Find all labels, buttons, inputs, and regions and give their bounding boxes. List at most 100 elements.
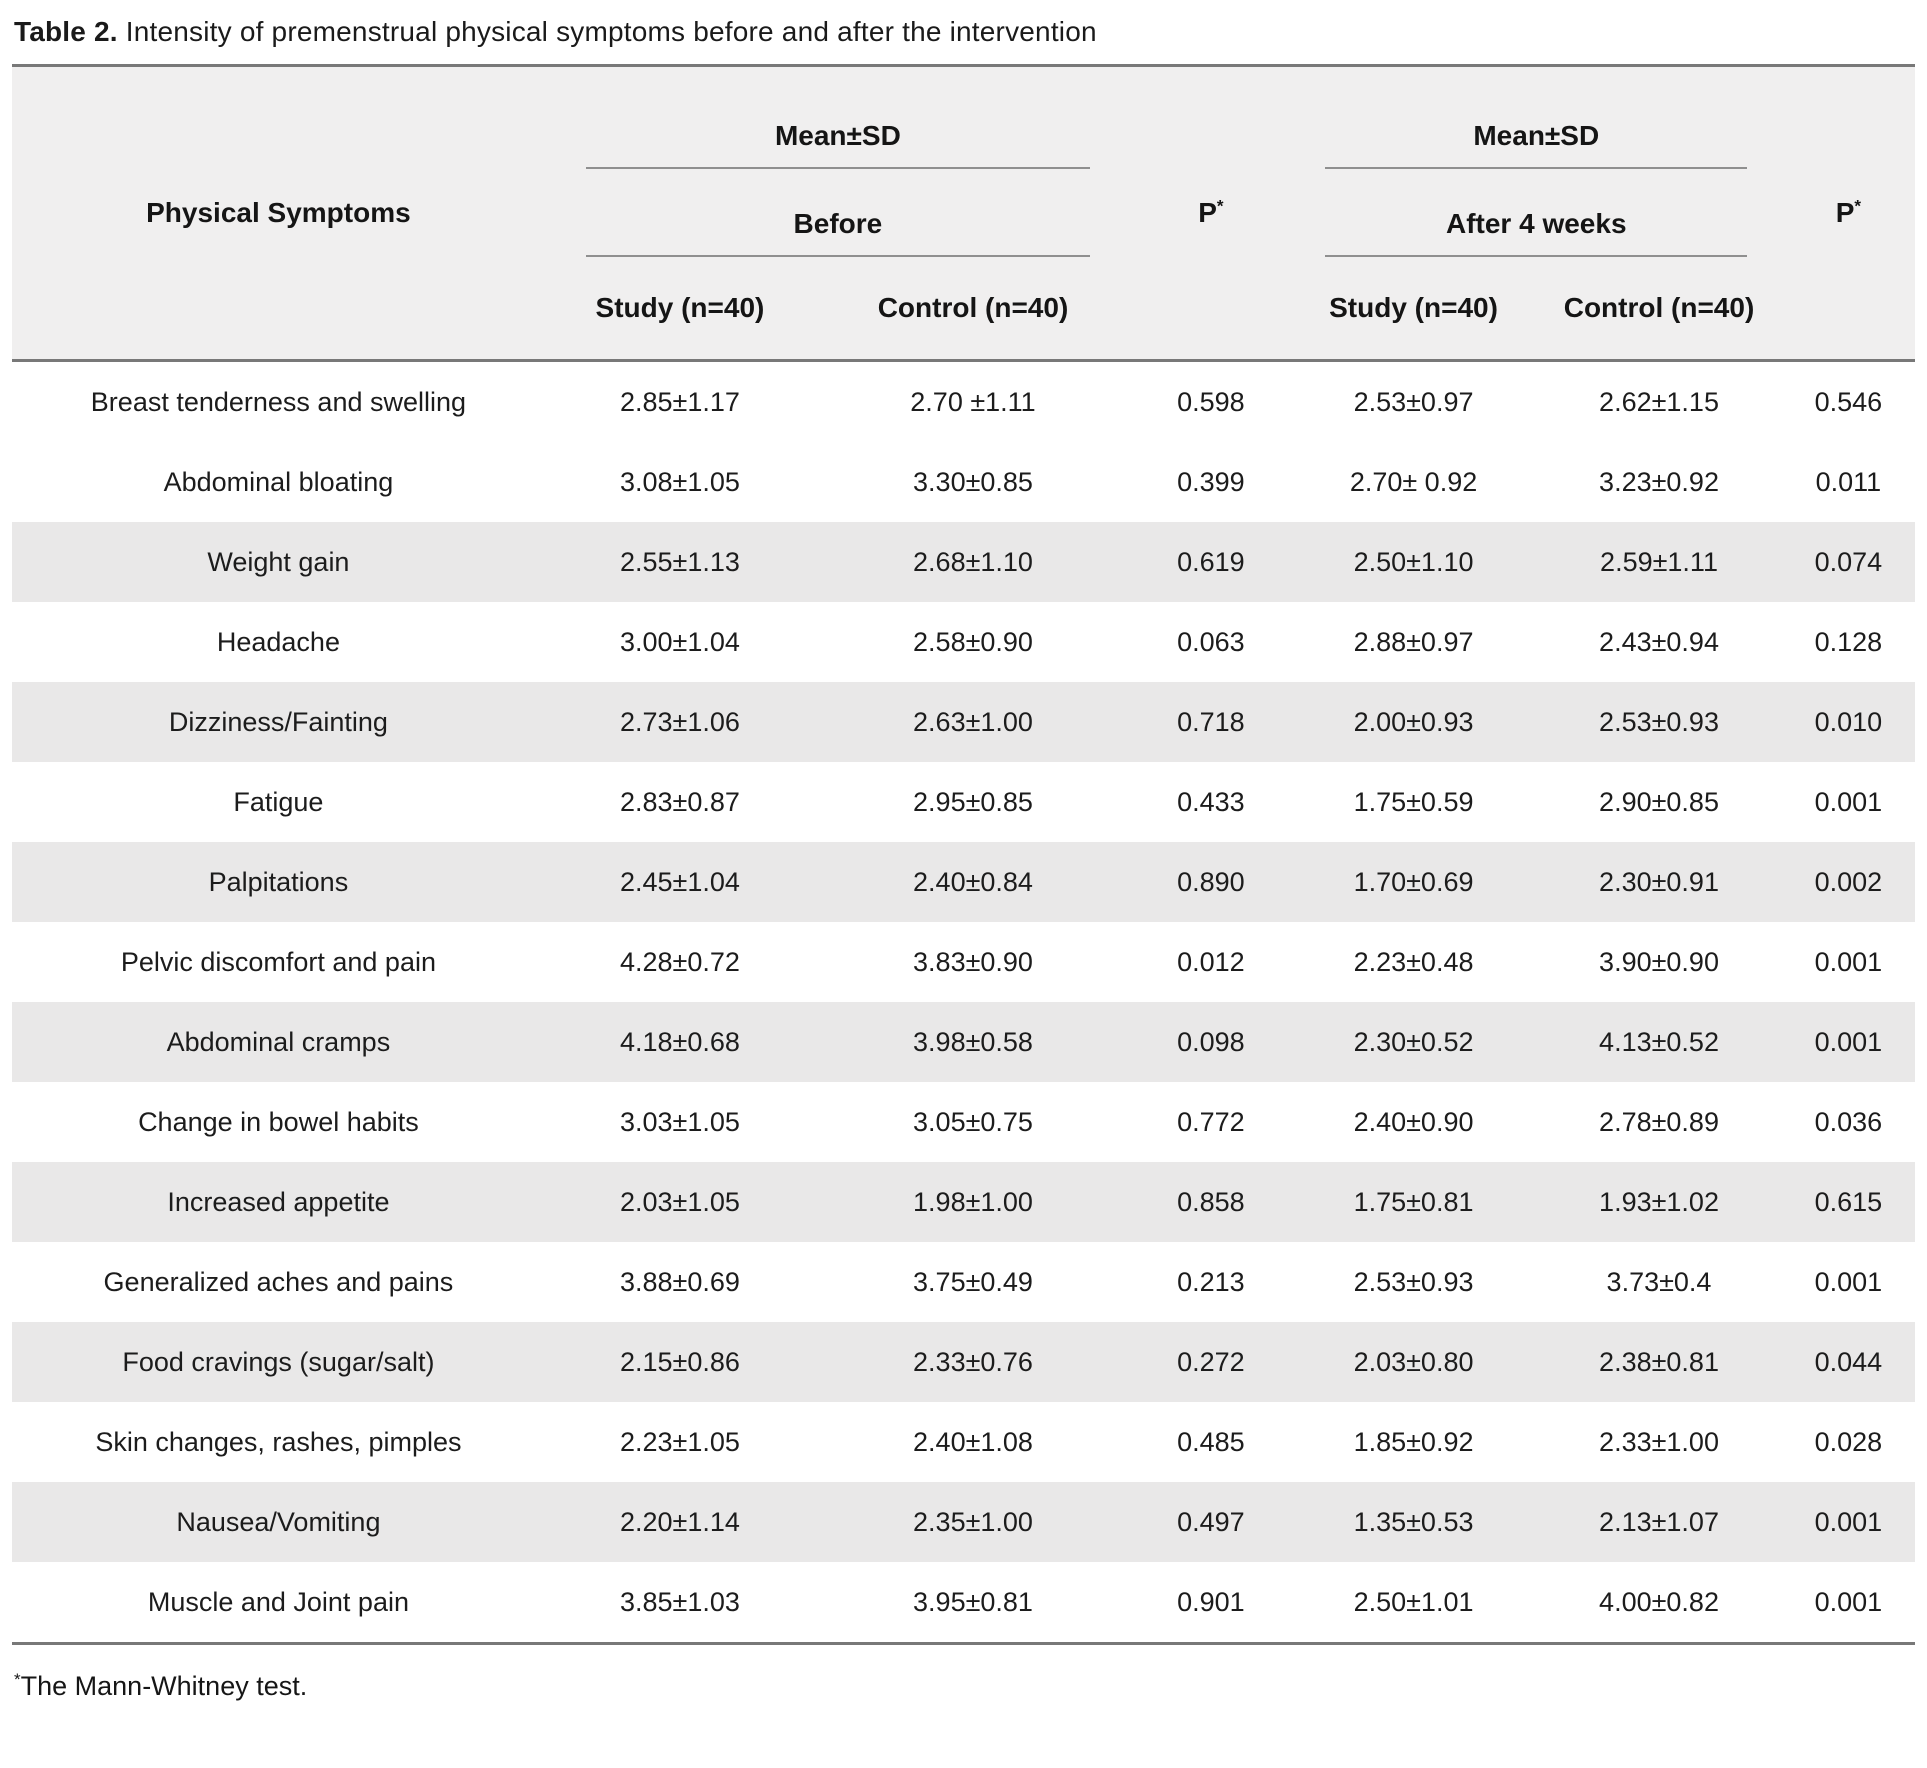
after-control-cell: 2.30±0.91 [1599, 866, 1719, 897]
before-control-cell: 2.35±1.00 [913, 1506, 1033, 1537]
table-row: Muscle and Joint pain 3.85±1.03 3.95±0.8… [12, 1562, 1915, 1644]
before-study-cell: 4.28±0.72 [619, 946, 740, 977]
header-before-study: Study (n=40) [544, 257, 816, 362]
before-study-cell: 3.00±1.04 [619, 626, 740, 657]
p-before-cell: 0.497 [1177, 1506, 1245, 1537]
p-after-cell: 0.028 [1814, 1426, 1883, 1457]
after-study-cell: 2.23±0.48 [1353, 946, 1474, 977]
after-control-cell: 3.23±0.92 [1599, 466, 1719, 497]
symptom-cell: Pelvic discomfort and pain [120, 946, 436, 977]
before-label: Before [585, 208, 1090, 257]
after-study-cell: 1.35±0.53 [1353, 1506, 1474, 1537]
table-row: Change in bowel habits 3.03±1.05 3.05±0.… [12, 1082, 1915, 1162]
after-control-cell: 3.73±0.4 [1606, 1266, 1712, 1297]
after-study-cell: 2.00±0.93 [1353, 706, 1474, 737]
meansd-after-label: Mean±SD [1325, 120, 1748, 169]
p-after-cell: 0.001 [1814, 1586, 1883, 1617]
table-row: Pelvic discomfort and pain 4.28±0.72 3.8… [12, 922, 1915, 1002]
table-body: Breast tenderness and swelling 2.85±1.17… [12, 360, 1915, 1644]
symptom-cell: Fatigue [233, 786, 324, 817]
page: Table 2. Intensity of premenstrual physi… [12, 0, 1915, 1701]
before-study-cell: 2.45±1.04 [619, 866, 740, 897]
table-row: Food cravings (sugar/salt) 2.15±0.86 2.3… [12, 1322, 1915, 1402]
table-row: Nausea/Vomiting 2.20±1.14 2.35±1.00 0.49… [12, 1482, 1915, 1562]
symptoms-table: Physical Symptoms Mean±SD P* Mean±SD P* … [12, 64, 1915, 1645]
p-before-cell: 0.098 [1177, 1026, 1245, 1057]
symptom-cell: Weight gain [207, 546, 350, 577]
table-caption: Table 2. Intensity of premenstrual physi… [12, 0, 1915, 50]
p-before-cell: 0.890 [1177, 866, 1245, 897]
p-before-cell: 0.772 [1177, 1106, 1245, 1137]
p-after-cell: 0.010 [1814, 706, 1883, 737]
table-caption-text: Intensity of premenstrual physical sympt… [117, 16, 1097, 47]
symptom-cell: Palpitations [208, 866, 349, 897]
table-header: Physical Symptoms Mean±SD P* Mean±SD P* … [12, 65, 1915, 362]
p-after-cell: 0.036 [1814, 1106, 1883, 1137]
after-study-cell: 2.50±1.10 [1353, 546, 1474, 577]
before-control-cell: 2.68±1.10 [913, 546, 1033, 577]
p-after-cell: 0.002 [1814, 866, 1883, 897]
header-before-control: Control (n=40) [815, 257, 1131, 362]
p-before-cell: 0.858 [1177, 1186, 1245, 1217]
before-control-cell: 3.95±0.81 [913, 1586, 1033, 1617]
symptom-cell: Breast tenderness and swelling [90, 386, 467, 417]
before-study-cell: 2.15±0.86 [619, 1346, 740, 1377]
table-row: Dizziness/Fainting 2.73±1.06 2.63±1.00 0… [12, 682, 1915, 762]
p-before-cell: 0.399 [1177, 466, 1245, 497]
symptom-cell: Skin changes, rashes, pimples [95, 1426, 462, 1457]
before-study-cell: 2.55±1.13 [619, 546, 740, 577]
after-study-cell: 1.75±0.59 [1353, 786, 1474, 817]
before-study-cell: 2.23±1.05 [619, 1426, 740, 1457]
p-before-asterisk: * [1216, 196, 1224, 216]
p-before-cell: 0.012 [1177, 946, 1245, 977]
after-control-cell: 4.00±0.82 [1599, 1586, 1719, 1617]
after-study-cell: 2.70± 0.92 [1349, 466, 1478, 497]
footnote-asterisk: * [14, 1670, 21, 1689]
p-after-label: P [1835, 197, 1855, 228]
p-after-cell: 0.001 [1814, 1026, 1883, 1057]
after-study-cell: 1.70±0.69 [1353, 866, 1474, 897]
before-control-cell: 2.33±0.76 [913, 1346, 1033, 1377]
p-before-cell: 0.718 [1177, 706, 1245, 737]
header-p-before: P* [1130, 65, 1291, 362]
p-after-cell: 0.001 [1814, 786, 1883, 817]
p-after-cell: 0.128 [1814, 626, 1883, 657]
after-study-cell: 2.03±0.80 [1353, 1346, 1474, 1377]
symptom-cell: Generalized aches and pains [103, 1266, 454, 1297]
symptom-cell: Abdominal bloating [163, 466, 394, 497]
table-row: Headache 3.00±1.04 2.58±0.90 0.063 2.88±… [12, 602, 1915, 682]
before-control-cell: 3.98±0.58 [913, 1026, 1033, 1057]
before-study-cell: 3.88±0.69 [619, 1266, 740, 1297]
symptom-cell: Muscle and Joint pain [147, 1586, 409, 1617]
symptom-cell: Nausea/Vomiting [176, 1506, 381, 1537]
after-label: After 4 weeks [1325, 208, 1748, 257]
before-study-cell: 2.83±0.87 [619, 786, 740, 817]
p-after-cell: 0.044 [1814, 1346, 1883, 1377]
before-study-cell: 2.73±1.06 [619, 706, 740, 737]
p-before-cell: 0.063 [1177, 626, 1245, 657]
symptom-cell: Food cravings (sugar/salt) [122, 1346, 435, 1377]
after-control-cell: 2.59±1.11 [1600, 546, 1718, 577]
table-row: Weight gain 2.55±1.13 2.68±1.10 0.619 2.… [12, 522, 1915, 602]
p-before-label: P [1198, 197, 1217, 228]
table-row: Breast tenderness and swelling 2.85±1.17… [12, 360, 1915, 442]
before-control-cell: 2.40±1.08 [913, 1426, 1033, 1457]
after-control-cell: 4.13±0.52 [1599, 1026, 1719, 1057]
before-study-cell: 2.20±1.14 [619, 1506, 740, 1537]
after-control-cell: 1.93±1.02 [1599, 1186, 1719, 1217]
after-control-cell: 2.38±0.81 [1599, 1346, 1719, 1377]
before-control-cell: 2.95±0.85 [913, 786, 1033, 817]
p-before-cell: 0.433 [1177, 786, 1245, 817]
before-control-cell: 2.70 ±1.11 [910, 386, 1036, 417]
before-control-cell: 3.83±0.90 [913, 946, 1033, 977]
table-row: Abdominal cramps 4.18±0.68 3.98±0.58 0.0… [12, 1002, 1915, 1082]
after-control-cell: 2.33±1.00 [1599, 1426, 1719, 1457]
before-study-cell: 4.18±0.68 [619, 1026, 740, 1057]
after-control-cell: 2.90±0.85 [1599, 786, 1719, 817]
after-study-cell: 1.75±0.81 [1353, 1186, 1474, 1217]
after-study-cell: 2.88±0.97 [1353, 626, 1474, 657]
symptom-cell: Dizziness/Fainting [168, 706, 388, 737]
before-study-cell: 3.08±1.05 [619, 466, 740, 497]
before-control-cell: 2.58±0.90 [913, 626, 1033, 657]
after-study-cell: 2.53±0.97 [1353, 386, 1474, 417]
